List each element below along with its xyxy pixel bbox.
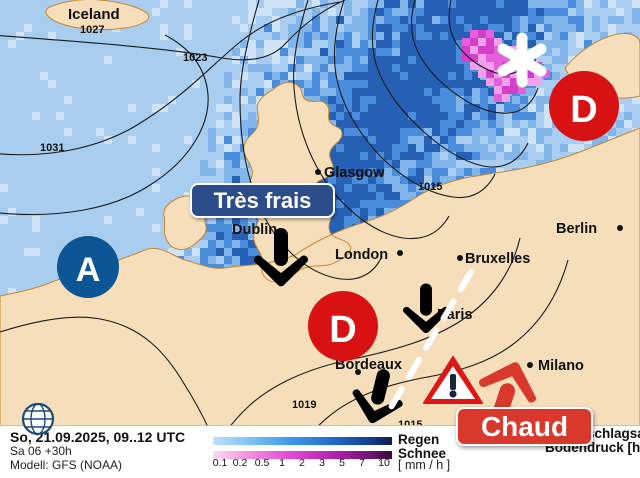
svg-text:A: A [76, 251, 101, 289]
svg-text:D: D [329, 309, 356, 351]
svg-text:D: D [570, 89, 597, 131]
